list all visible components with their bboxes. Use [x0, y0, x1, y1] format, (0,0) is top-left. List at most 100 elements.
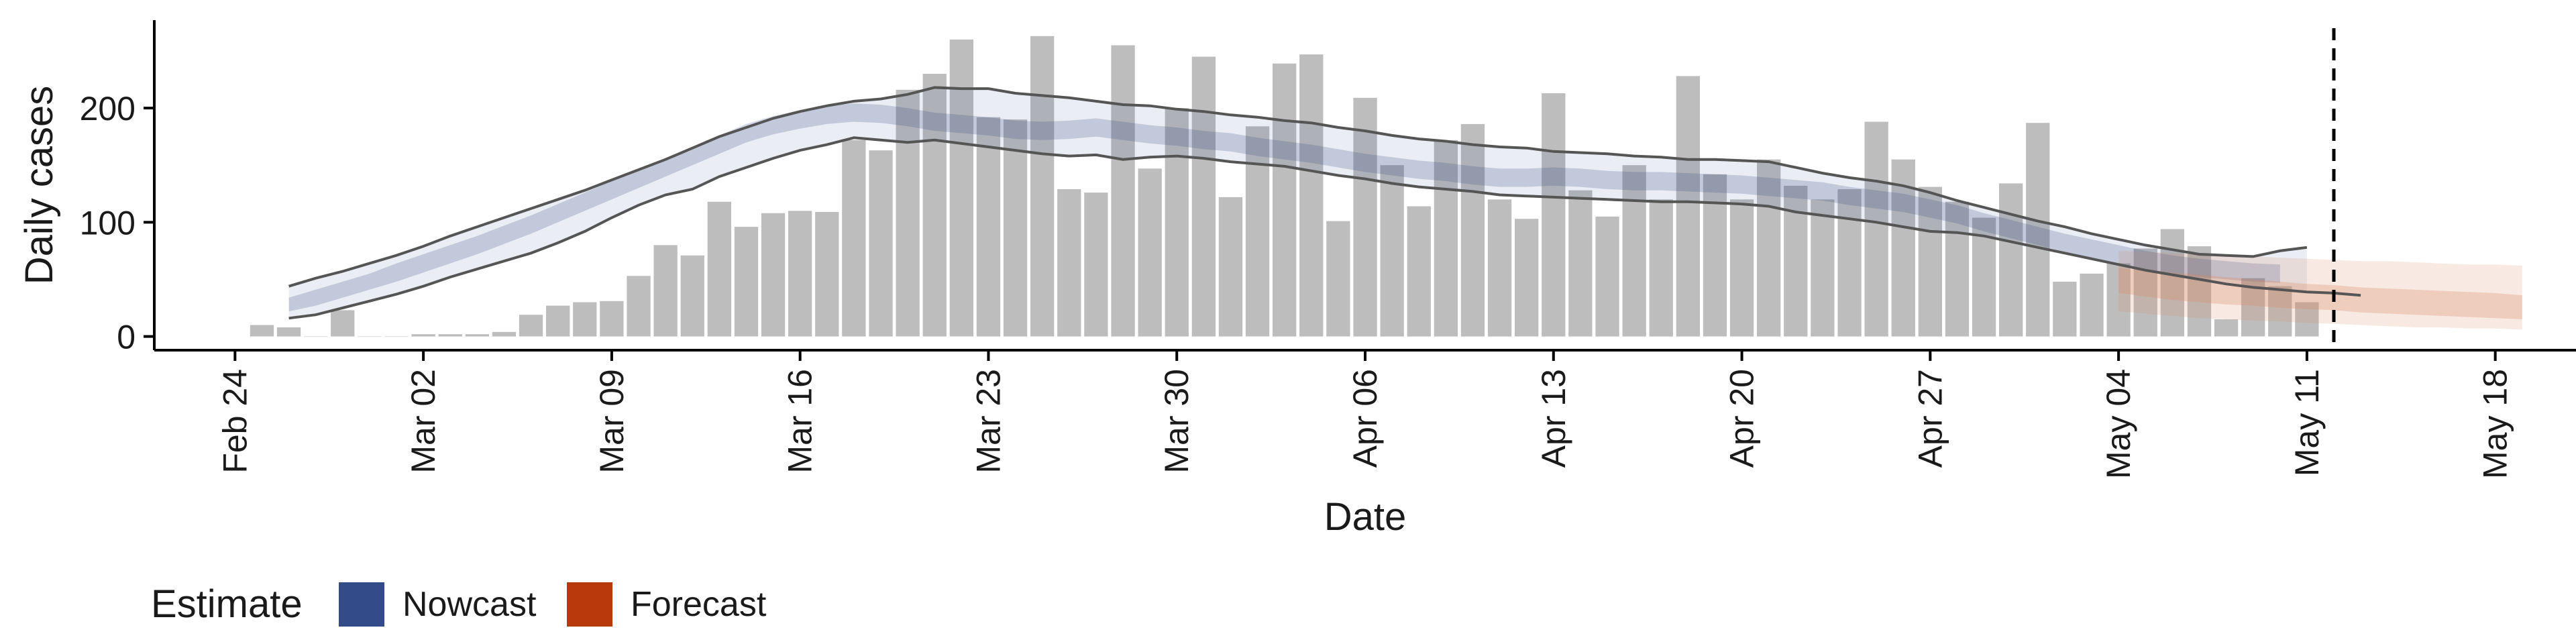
- legend-label-forecast: Forecast: [631, 585, 767, 624]
- case-bar: [1568, 190, 1593, 337]
- case-bar: [1729, 199, 1754, 337]
- case-bar: [2295, 302, 2319, 337]
- x-tick-label: Apr 13: [1535, 369, 1572, 468]
- case-bar: [1649, 199, 1673, 337]
- case-bar: [411, 334, 435, 337]
- case-bar: [2053, 281, 2077, 337]
- x-tick-label: Apr 20: [1723, 369, 1761, 468]
- case-bar: [976, 117, 1001, 337]
- case-bar: [869, 150, 893, 337]
- y-tick-label: 100: [80, 204, 136, 241]
- case-bar: [519, 315, 543, 337]
- case-bar: [1057, 189, 1081, 337]
- case-bar: [2214, 319, 2239, 337]
- case-bar: [734, 227, 759, 337]
- legend-title: Estimate: [151, 582, 303, 626]
- legend-key-forecast: [567, 582, 612, 627]
- x-tick-label: Feb 24: [216, 369, 254, 474]
- case-bar: [627, 276, 651, 337]
- y-axis-title: Daily cases: [17, 86, 61, 285]
- case-bar: [680, 255, 704, 337]
- x-tick-label: Mar 02: [405, 369, 442, 474]
- x-tick-label: May 18: [2477, 369, 2514, 479]
- case-bar: [1380, 165, 1404, 337]
- x-tick-label: Mar 23: [969, 369, 1007, 474]
- case-bar: [1460, 123, 1485, 337]
- case-bar: [1273, 63, 1297, 337]
- case-bar: [492, 331, 517, 337]
- case-bar: [1138, 168, 1162, 337]
- case-bar: [331, 310, 355, 337]
- case-bar: [1191, 56, 1216, 337]
- case-bar: [1003, 119, 1028, 337]
- forecast-outer-band: [2118, 250, 2522, 330]
- case-bar: [546, 305, 570, 337]
- case-bar: [788, 211, 812, 337]
- case-bar: [1434, 140, 1458, 337]
- case-bar: [1111, 45, 1135, 337]
- y-tick-label: 200: [80, 90, 136, 127]
- case-bar: [1945, 201, 1970, 337]
- nowcast-upper-line: [288, 86, 2308, 288]
- estimate-interval-lines: [288, 86, 2361, 320]
- case-bar: [1084, 193, 1108, 337]
- case-bar: [2160, 229, 2184, 337]
- case-bar: [1542, 93, 1566, 337]
- y-tick-label: 0: [117, 319, 136, 356]
- x-tick-label: Mar 16: [782, 369, 819, 474]
- case-bar: [896, 89, 920, 337]
- case-bar: [1218, 197, 1243, 337]
- case-bar: [761, 213, 786, 337]
- case-bar: [922, 74, 947, 337]
- case-bar: [1407, 206, 1431, 337]
- legend-key-nowcast: [339, 582, 384, 627]
- x-tick-label: Mar 30: [1158, 369, 1195, 474]
- x-axis-ticks: Feb 24 Mar 02 Mar 09 Mar 16 Mar 23 Mar 30 Apr …: [216, 350, 2514, 479]
- case-bar: [1299, 54, 1324, 337]
- case-bar: [815, 212, 839, 337]
- case-bar: [1326, 221, 1350, 337]
- case-bar: [949, 39, 973, 337]
- case-bar: [1918, 186, 1942, 337]
- case-bar: [842, 140, 866, 337]
- case-bar: [465, 334, 489, 337]
- x-tick-label: Apr 06: [1346, 369, 1384, 468]
- case-bar: [1515, 219, 1539, 337]
- case-bar: [2106, 263, 2131, 337]
- case-bar: [250, 325, 274, 337]
- x-tick-label: Apr 27: [1911, 369, 1949, 468]
- case-bar: [573, 302, 597, 337]
- estimate-bands: [288, 87, 2522, 330]
- x-axis-title: Date: [1324, 495, 1407, 539]
- case-bar: [1030, 36, 1055, 337]
- case-bar: [2026, 123, 2050, 337]
- case-bar: [1353, 97, 1377, 337]
- nowcast-lower-line: [288, 136, 2361, 320]
- nowcast-inner-band: [288, 103, 2280, 312]
- case-bar: [1999, 183, 2023, 337]
- x-tick-label: Mar 09: [593, 369, 631, 474]
- nowcast-outer-band: [288, 87, 2307, 319]
- case-bar: [2080, 273, 2104, 337]
- x-tick-label: May 04: [2100, 369, 2137, 479]
- case-bar: [2187, 246, 2212, 337]
- case-bar: [2133, 248, 2157, 337]
- case-bar: [1757, 159, 1781, 337]
- case-bar: [1487, 199, 1512, 337]
- case-bar: [2268, 286, 2292, 337]
- case-bar: [600, 301, 624, 337]
- case-bar: [653, 245, 678, 337]
- case-bar: [1245, 126, 1270, 337]
- case-bar: [1837, 189, 1862, 337]
- legend: Estimate Nowcast Forecast: [151, 582, 767, 627]
- y-axis-ticks: 0 100 200: [80, 90, 154, 356]
- case-bar: [707, 201, 731, 337]
- case-bar: [1622, 165, 1646, 337]
- case-bar: [1811, 199, 1835, 337]
- case-bar: [1595, 216, 1619, 337]
- x-tick-label: May 11: [2288, 369, 2326, 476]
- reported-cases-bars: [250, 36, 2319, 337]
- case-bar: [1676, 76, 1700, 337]
- axes: 0 100 200 Feb 24 Mar 02 Mar 09 Mar 16 Mar 23 Ma…: [80, 20, 2576, 479]
